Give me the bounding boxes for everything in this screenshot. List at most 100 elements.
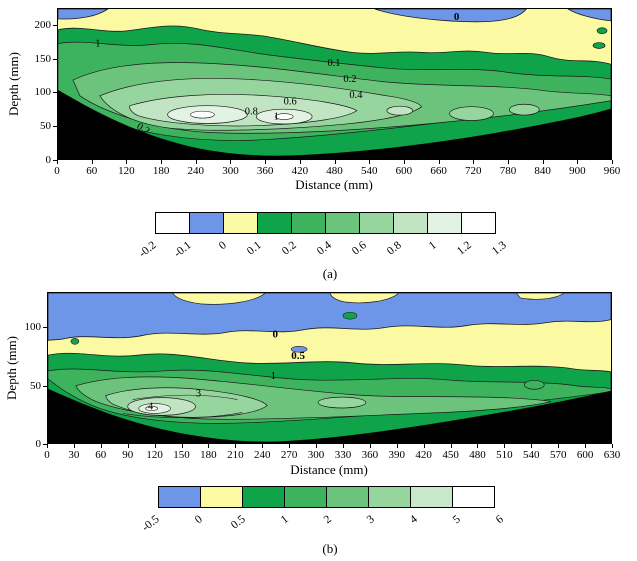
colorbar-tick-label: 0.8	[384, 239, 404, 258]
x-tick-label-a: 480	[326, 165, 343, 177]
contour-label: 0.6	[284, 97, 297, 108]
x-tick-label-b: 480	[469, 449, 486, 461]
blue-region-top-b	[48, 293, 611, 341]
colorbar-cells-b	[158, 486, 502, 508]
colorbar-cell	[291, 212, 326, 234]
y-tick-mark-b	[43, 327, 47, 329]
contour-line-b	[132, 394, 238, 400]
colorbar-cell	[284, 486, 327, 508]
contour-plot-a: 0 1 0.1 0.2 0.4 0.6 0.8 1 0.2 0	[57, 8, 612, 160]
colorbar-cell	[325, 212, 360, 234]
contour-label: 0.4	[349, 90, 363, 101]
x-tick-label-b: 390	[388, 449, 406, 461]
white-core-a	[274, 113, 294, 120]
x-tick-label-a: 780	[499, 165, 517, 177]
contour-label: 1	[274, 112, 279, 123]
x-tick-label-b: 210	[227, 449, 244, 461]
contour-label: 0	[454, 11, 460, 23]
colorbar-tick-label: 3	[364, 513, 377, 527]
x-tick-mark-b	[154, 444, 156, 448]
yellow-window-b	[329, 293, 400, 304]
contour-label: 0.8	[245, 107, 258, 118]
y-tick-mark-a	[53, 58, 57, 60]
x-tick-label-b: 60	[95, 449, 107, 461]
x-tick-mark-b	[316, 444, 318, 448]
x-tick-label-b: 120	[146, 449, 163, 461]
contour-label: 1	[271, 371, 276, 382]
panel-label-a: (a)	[322, 266, 338, 281]
colorbar-cell	[461, 212, 496, 234]
x-tick-label-a: 180	[152, 165, 170, 177]
contour-label: 0.1	[327, 58, 340, 69]
colorbar-tick-label: 0	[216, 239, 229, 253]
y-axis-title-a: Depth (mm)	[6, 52, 21, 116]
colorbar-cell	[155, 212, 190, 234]
x-tick-mark-b	[342, 444, 344, 448]
x-tick-label-b: 240	[253, 449, 271, 461]
green-spot-b	[70, 338, 80, 345]
y-tick-mark-a	[53, 24, 57, 26]
x-tick-mark-b	[423, 444, 425, 448]
contour-field-a: 010.10.20.40.60.8 10.20	[58, 9, 611, 159]
x-tick-label-a: 300	[222, 165, 239, 177]
y-tick-label-a: 0	[45, 154, 52, 166]
x-tick-label-b: 270	[280, 449, 298, 461]
x-tick-mark-b	[289, 444, 291, 448]
x-tick-label-b: 540	[523, 449, 540, 461]
x-tick-label-a: 60	[86, 165, 98, 177]
x-tick-label-a: 120	[118, 165, 135, 177]
colorbar-tick-label: 1	[278, 513, 291, 527]
x-tick-mark-b	[127, 444, 129, 448]
x-tick-mark-b	[477, 444, 479, 448]
x-tick-mark-a	[542, 160, 544, 164]
white-core-a	[190, 110, 215, 119]
colorbar-cell	[242, 486, 285, 508]
x-tick-mark-b	[181, 444, 183, 448]
x-tick-mark-b	[558, 444, 560, 448]
colorbar-cell	[223, 212, 258, 234]
y-tick-label-a: 50	[40, 120, 51, 133]
green-oval-b	[317, 396, 367, 409]
green-oval-a	[449, 106, 494, 121]
colorbar-cell	[393, 212, 428, 234]
colorbar-tick-label: -0.2	[136, 239, 159, 260]
x-tick-mark-a	[265, 160, 267, 164]
colorbar-cell	[158, 486, 201, 508]
colorbar-cell	[257, 212, 292, 234]
contour-label: 0	[114, 132, 125, 144]
y-tick-mark-a	[53, 126, 57, 128]
colorbar-a: -0.2 -0.1 0 0.1 0.2 0.4 0.6 0.8 1 1.2 1.3	[137, 212, 509, 267]
green-oval-b	[523, 379, 545, 390]
colorbar-tick-label: -0.1	[171, 239, 194, 260]
colorbar-tick-label: 1.3	[489, 239, 509, 258]
x-tick-label-b: 0	[44, 449, 50, 461]
colorbar-tick-label: 1.2	[454, 239, 474, 258]
green-oval-a	[509, 103, 540, 116]
x-tick-label-a: 720	[465, 165, 482, 177]
x-tick-mark-b	[235, 444, 237, 448]
x-tick-mark-a	[57, 160, 58, 164]
contour-label: 0.2	[343, 74, 356, 85]
blue-region-topmid-a	[374, 9, 527, 23]
colorbar-cell	[326, 486, 369, 508]
y-tick-label-a: 200	[34, 18, 52, 31]
x-tick-mark-a	[126, 160, 128, 164]
x-tick-mark-a	[195, 160, 197, 164]
x-tick-label-b: 630	[603, 449, 621, 461]
y-tick-label-b: 0	[35, 438, 42, 450]
colorbar-tick-label: 4	[407, 513, 420, 527]
x-tick-mark-a	[299, 160, 301, 164]
x-tick-label-b: 180	[200, 449, 217, 461]
x-tick-mark-a	[403, 160, 405, 164]
x-tick-mark-b	[612, 444, 613, 448]
y-tick-label-b: 100	[24, 321, 42, 334]
x-tick-label-b: 150	[173, 449, 190, 461]
colorbar-tick-label: 0.1	[244, 239, 264, 258]
x-tick-mark-b	[47, 444, 48, 448]
blue-spot-b	[290, 345, 308, 353]
x-axis-title-a: Distance (mm)	[295, 177, 373, 192]
colorbar-cell	[359, 212, 394, 234]
y-tick-label-b: 50	[30, 379, 41, 392]
colorbar-tick-label: 0	[192, 513, 205, 527]
